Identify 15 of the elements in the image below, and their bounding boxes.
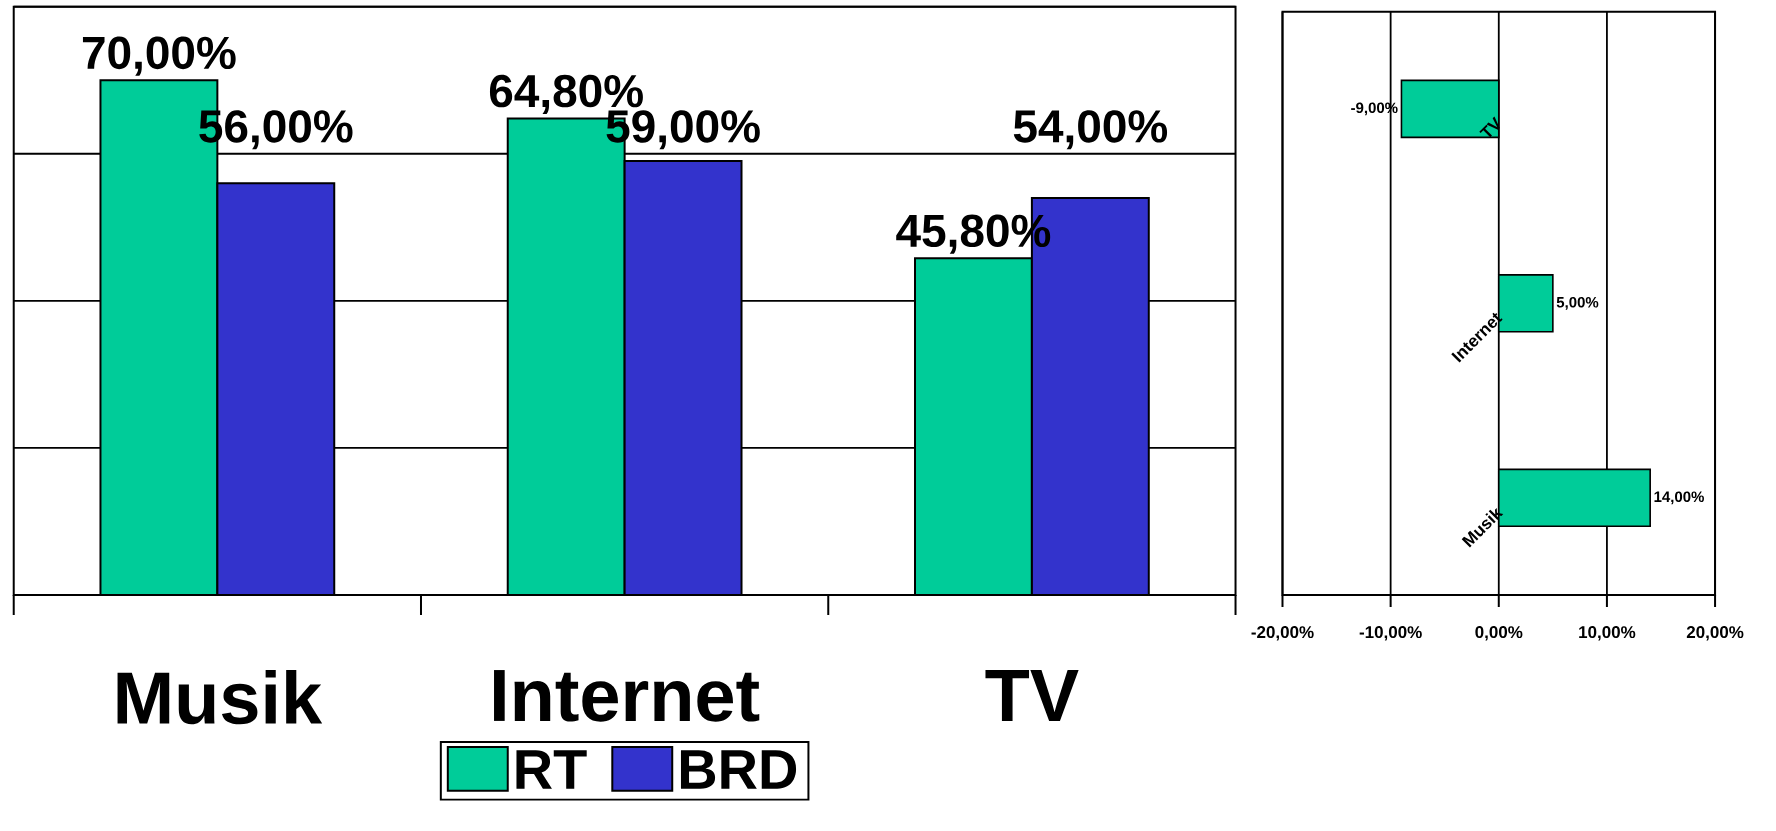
data-label: 70,00% [82, 36, 236, 76]
data-label: 54,00% [1013, 110, 1168, 150]
legend-label: BRD [680, 750, 797, 789]
x-tick-label: 10,00% [1579, 626, 1636, 641]
x-tick-label: -10,00% [1359, 626, 1422, 641]
x-tick-label: 20,00% [1686, 626, 1744, 641]
x-tick-label: 0,00% [1475, 626, 1523, 641]
data-label: 14,00% [1654, 491, 1704, 505]
x-tick-label: -20,00% [1251, 626, 1314, 641]
data-label: 5,00% [1556, 297, 1599, 310]
legend-label: RT [516, 750, 587, 789]
x-tick-label: Musik [117, 670, 323, 725]
x-tick-label: Internet [494, 670, 760, 722]
y-tick-label: TV [1479, 116, 1500, 138]
x-tick-label: TV [985, 670, 1079, 721]
